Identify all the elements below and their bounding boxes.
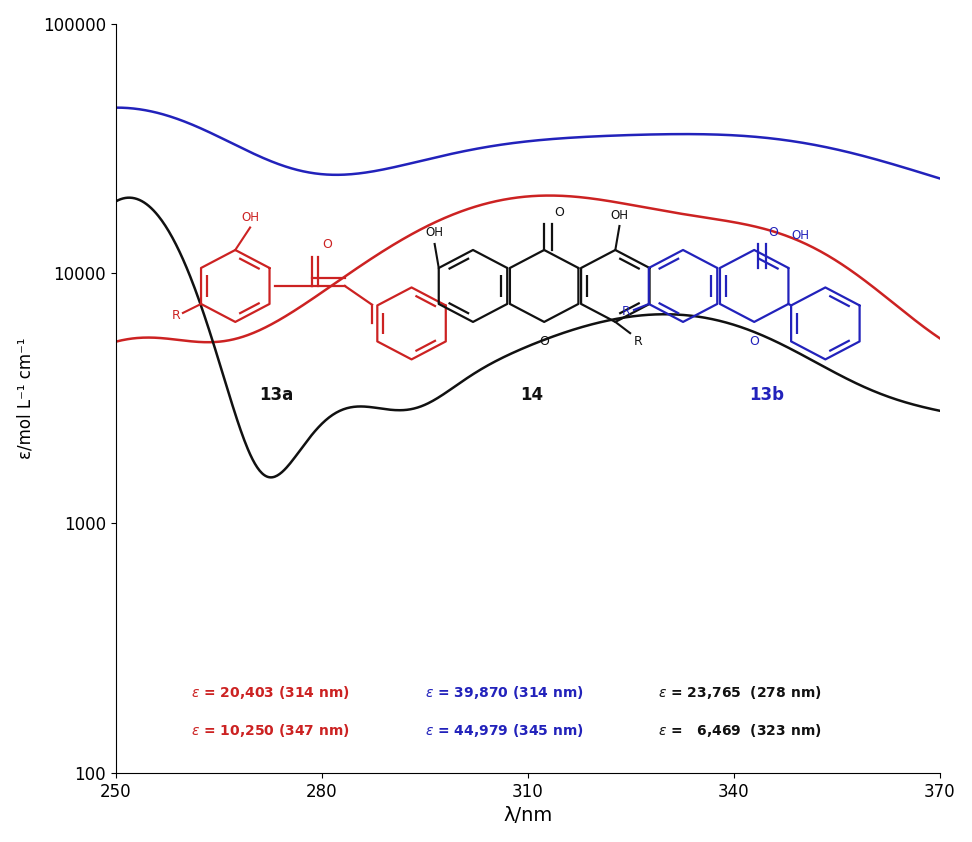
Text: R: R xyxy=(172,309,181,322)
Y-axis label: ε/mol L⁻¹ cm⁻¹: ε/mol L⁻¹ cm⁻¹ xyxy=(17,338,35,459)
Text: O: O xyxy=(539,335,549,349)
Text: $\varepsilon$ = 44,979 (345 nm): $\varepsilon$ = 44,979 (345 nm) xyxy=(425,722,583,739)
Text: $\varepsilon$ =   6,469  (323 nm): $\varepsilon$ = 6,469 (323 nm) xyxy=(658,722,821,739)
Text: R: R xyxy=(622,305,631,318)
Text: $\varepsilon$ = 23,765  (278 nm): $\varepsilon$ = 23,765 (278 nm) xyxy=(658,684,821,701)
Text: O: O xyxy=(554,205,564,219)
X-axis label: λ/nm: λ/nm xyxy=(503,807,552,825)
Text: O: O xyxy=(749,335,759,349)
Text: $\varepsilon$ = 20,403 (314 nm): $\varepsilon$ = 20,403 (314 nm) xyxy=(191,684,350,701)
Text: 13a: 13a xyxy=(260,386,294,403)
Text: O: O xyxy=(323,238,332,252)
Text: $\varepsilon$ = 10,250 (347 nm): $\varepsilon$ = 10,250 (347 nm) xyxy=(191,722,350,739)
Text: O: O xyxy=(768,226,778,239)
Text: 13b: 13b xyxy=(749,386,784,403)
Text: OH: OH xyxy=(791,229,810,242)
Text: 14: 14 xyxy=(520,386,543,403)
Text: $\varepsilon$ = 39,870 (314 nm): $\varepsilon$ = 39,870 (314 nm) xyxy=(425,684,583,701)
Text: OH: OH xyxy=(241,210,260,224)
Text: R: R xyxy=(634,335,642,349)
Text: OH: OH xyxy=(426,226,443,239)
Text: OH: OH xyxy=(610,209,629,221)
